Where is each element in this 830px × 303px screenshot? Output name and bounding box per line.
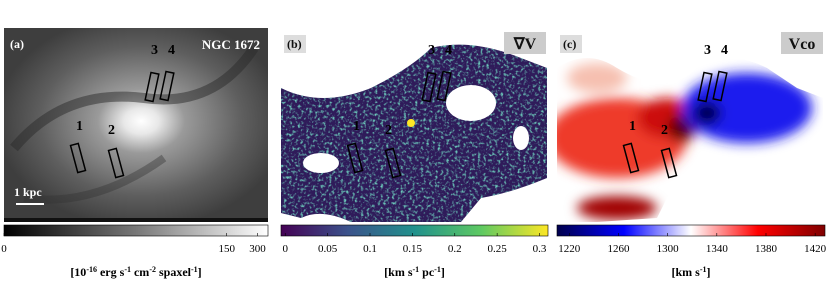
colorbar-tick-label: 1380 (755, 243, 778, 255)
colorbar-unit: [km s-1] (671, 265, 710, 280)
title-box (781, 32, 823, 54)
colorbar-unit: [10-16 erg s-1 cm-2 spaxel-1] (70, 265, 201, 280)
panel-title: NGC 1672 (202, 37, 260, 52)
colorbar-tick-label: 300 (249, 243, 266, 255)
slit-label: 2 (108, 123, 115, 138)
colorbar-tick-label: 0 (282, 243, 288, 255)
unit-part: -2 (149, 265, 156, 274)
unit-part: spaxel (156, 265, 192, 279)
slit (660, 147, 678, 179)
colorbar (3, 224, 269, 237)
label-box (284, 35, 306, 53)
panel-title: Vco (789, 36, 816, 53)
slit (107, 147, 125, 179)
colorbar-tick-label: 1300 (657, 243, 680, 255)
slit (346, 142, 364, 174)
slit-label: 1 (76, 119, 83, 134)
slit (712, 70, 728, 102)
slit (159, 70, 175, 102)
colorbar-tick-label: 1260 (607, 243, 630, 255)
slit (436, 70, 452, 102)
unit-part: ] (198, 265, 202, 279)
colorbar-tick-label: 1220 (558, 243, 581, 255)
image-b (281, 28, 548, 222)
panel-label: (b) (287, 37, 302, 51)
panel-title: ∇V (513, 36, 537, 53)
colorbar-unit: [km s-1 pc-1] (384, 265, 445, 280)
slit-label: 2 (661, 123, 668, 138)
slit-label: 4 (445, 43, 452, 58)
colorbar-tick-label: 0.25 (488, 243, 508, 255)
slit (69, 142, 87, 174)
unit-part: [km s (671, 265, 700, 279)
unit-part: ] (707, 265, 711, 279)
slit-label: 3 (704, 43, 711, 58)
scalebar-label: 1 kpc (14, 185, 42, 199)
unit-part: -1 (700, 265, 707, 274)
unit-part: -1 (413, 265, 420, 274)
panel-label: (c) (563, 37, 576, 51)
colorbar-tick-label: 0.05 (318, 243, 338, 255)
slit (384, 147, 402, 179)
slit-label: 3 (151, 43, 158, 58)
colorbar (280, 224, 549, 237)
slit-label: 3 (428, 43, 435, 58)
image-a (4, 28, 268, 222)
slit (622, 142, 640, 174)
colorbar-tick-label: 0.3 (533, 243, 547, 255)
colorbar-tick-label: 1340 (706, 243, 729, 255)
colorbar-tick-label: 0 (1, 243, 7, 255)
unit-part: -1 (434, 265, 441, 274)
unit-part: [km s (384, 265, 413, 279)
slit-label: 4 (721, 43, 728, 58)
unit-part: [10 (70, 265, 86, 279)
colorbar-tick-label: 0.2 (448, 243, 462, 255)
slit-label: 2 (385, 123, 392, 138)
slit-label: 4 (168, 43, 175, 58)
unit-part: erg s (97, 265, 125, 279)
colorbar (556, 224, 826, 237)
colorbar-tick-label: 150 (218, 243, 235, 255)
colorbar-tick-label: 0.15 (403, 243, 423, 255)
slit (697, 71, 713, 103)
unit-part: -1 (124, 265, 131, 274)
title-box (504, 32, 546, 54)
panel-label: (a) (10, 37, 24, 51)
colorbar-tick-label: 1420 (804, 243, 827, 255)
unit-part: pc (419, 265, 435, 279)
unit-part: -16 (86, 265, 97, 274)
colorbar-tick-label: 0.1 (363, 243, 377, 255)
slit-label: 1 (629, 119, 636, 134)
unit-part: cm (131, 265, 149, 279)
unit-part: -1 (191, 265, 198, 274)
slit (144, 71, 160, 103)
slit-label: 1 (353, 119, 360, 134)
unit-part: ] (441, 265, 445, 279)
label-box (560, 35, 582, 53)
image-c (557, 28, 825, 222)
slit (421, 71, 437, 103)
